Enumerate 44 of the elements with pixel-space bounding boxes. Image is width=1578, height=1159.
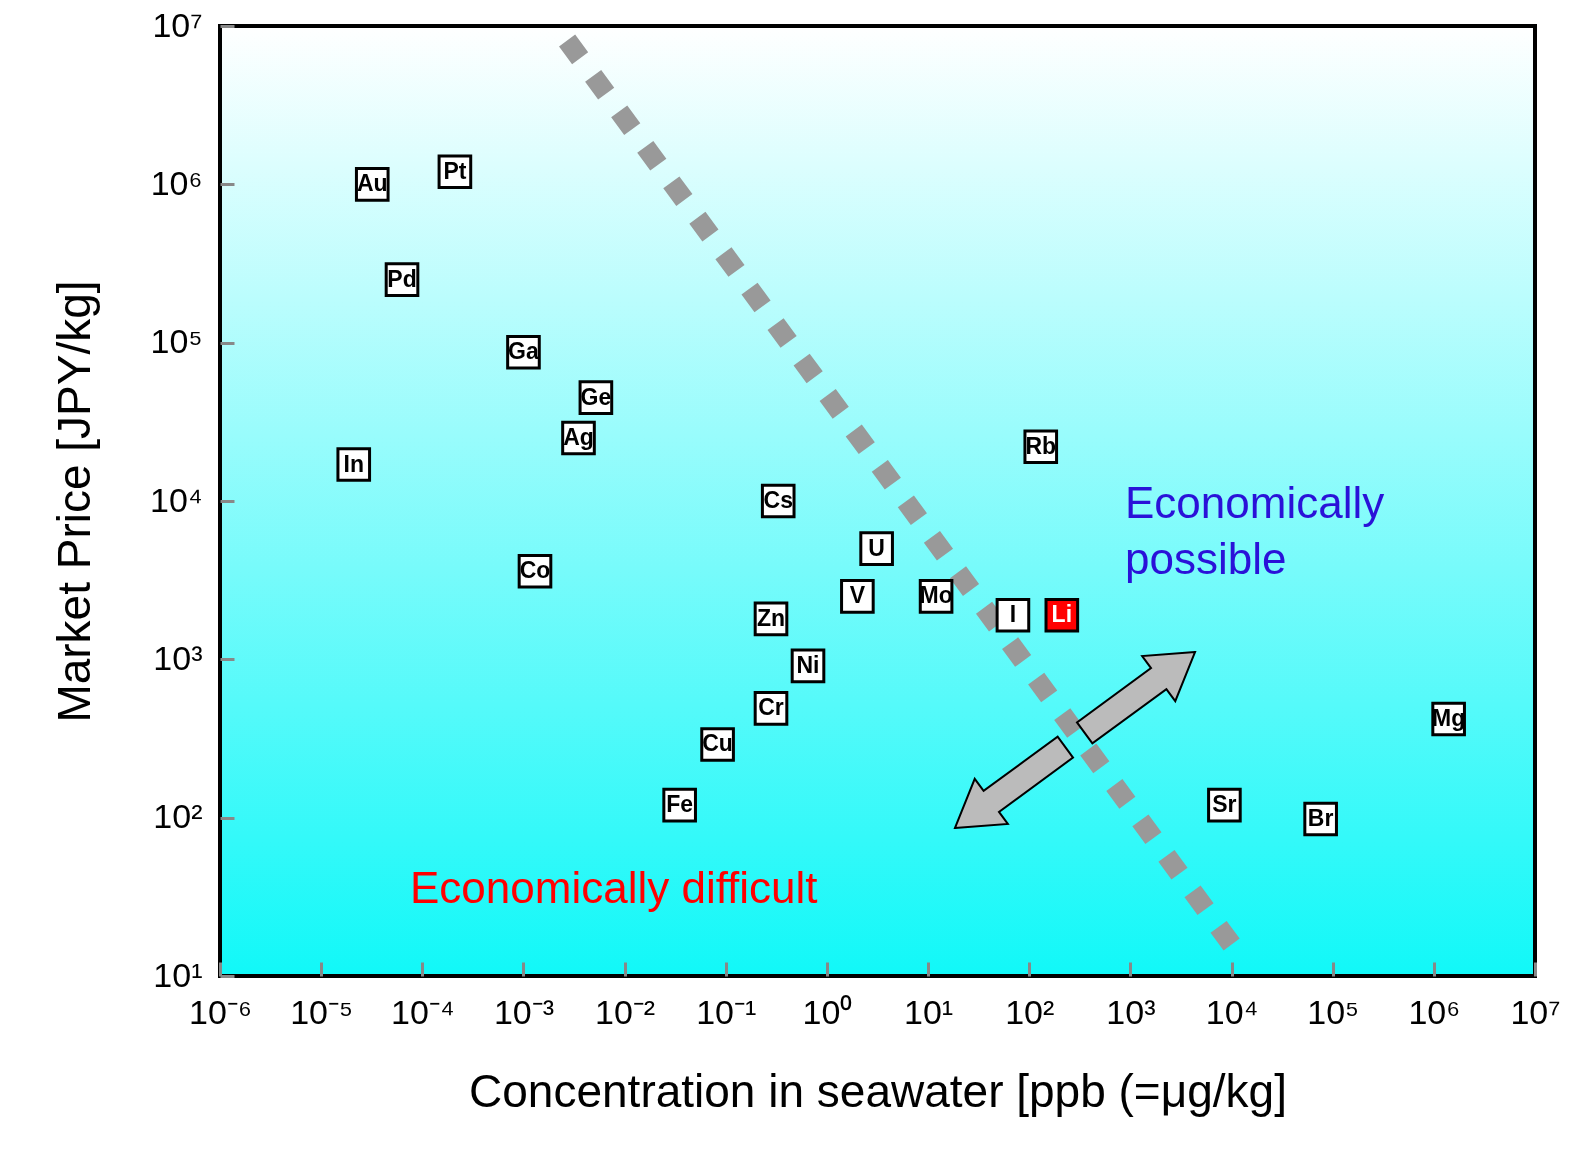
x-tick-label: 10¹	[904, 992, 954, 1031]
x-tick-label: 10²	[1005, 992, 1055, 1031]
series-label: Sr	[1212, 791, 1237, 818]
x-tick-label: 10³	[1106, 992, 1156, 1031]
x-tick-label: 10⁻¹	[696, 992, 757, 1031]
x-tick-label: 10⁻³	[493, 992, 555, 1031]
series-label: Li	[1051, 601, 1073, 628]
series-label: Ag	[563, 423, 594, 450]
x-axis-title: Concentration in seawater [ppb (=μg/kg]	[469, 1064, 1287, 1117]
y-axis-title: Market Price [JPY/kg]	[48, 280, 101, 723]
series-label: I	[1009, 601, 1017, 628]
x-tick-label: 10⁰	[802, 992, 853, 1031]
x-tick-label: 10⁻⁵	[290, 992, 354, 1031]
y-tick-label: 10²	[153, 797, 203, 836]
x-tick-label: 10⁴	[1205, 992, 1259, 1031]
series-label: Ni	[796, 651, 820, 678]
series-label: U	[868, 534, 885, 561]
x-tick-label: 10⁷	[1510, 992, 1561, 1031]
series-label: Mg	[1432, 704, 1466, 731]
x-tick-label: 10⁻²	[595, 992, 656, 1031]
annotation: Economically possible	[1125, 478, 1385, 583]
y-tick-label: 10⁵	[150, 322, 203, 361]
series-label: Pt	[443, 157, 467, 184]
series-label: Rb	[1025, 432, 1057, 459]
y-tick-label: 10¹	[153, 955, 203, 994]
annotation: Economically difficult	[410, 863, 818, 912]
x-tick-label: 10⁻⁴	[391, 992, 455, 1031]
y-tick-label: 10⁷	[152, 5, 203, 44]
series-label: In	[343, 450, 364, 477]
x-tick-label: 10⁻⁶	[189, 992, 252, 1031]
x-tick-label: 10⁶	[1408, 992, 1461, 1031]
series-label: Zn	[756, 604, 786, 631]
series-label: Br	[1307, 805, 1334, 832]
x-tick-label: 10⁵	[1307, 992, 1360, 1031]
series-label: Ga	[508, 338, 540, 365]
series-label: Cr	[758, 694, 784, 721]
series-label: Cu	[702, 730, 733, 757]
y-tick-label: 10³	[153, 638, 203, 677]
series-label: Pd	[387, 265, 417, 292]
series-label: Fe	[666, 791, 694, 818]
series-label: V	[849, 582, 866, 609]
y-tick-label: 10⁶	[150, 163, 203, 202]
y-tick-label: 10⁴	[150, 480, 203, 519]
series-label: Cs	[763, 487, 793, 513]
